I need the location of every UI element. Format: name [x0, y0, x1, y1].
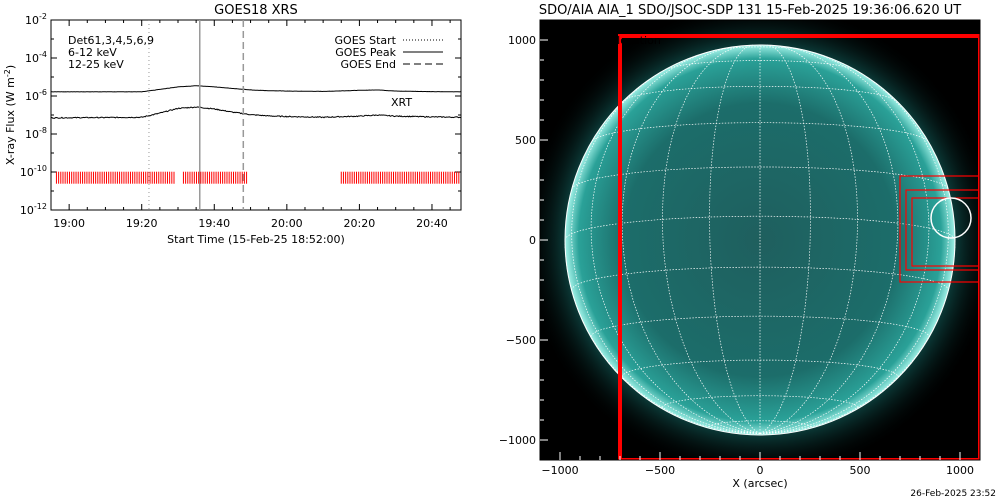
legend-6-12-kev: 6-12 keV	[68, 46, 117, 59]
goes-y-tick-label: 10-10	[20, 164, 47, 179]
aia-x-tick-label: −1000	[541, 464, 578, 477]
aia-title: SDO/AIA AIA_1 SDO/JSOC-SDP 131 15-Feb-20…	[539, 3, 961, 18]
goes-event-lines	[148, 20, 245, 210]
latitude-line	[623, 85, 897, 102]
aia-y-tick-label: 500	[515, 134, 536, 147]
goes-x-tick-label: 19:20	[126, 217, 158, 230]
xrt-observation-marks	[55, 171, 460, 184]
xrt-label: XRT	[391, 96, 412, 109]
aia-x-tick-label: 500	[850, 464, 871, 477]
aia-y-tick-label: −500	[506, 334, 536, 347]
solar-limb	[564, 44, 956, 436]
goes-series-line-0	[51, 85, 461, 93]
legend-dets: Det61,3,4,5,6,9	[68, 34, 154, 47]
legend-goes-start-label: GOES Start	[335, 34, 397, 47]
goes-y-tick-label: 10-8	[25, 126, 47, 141]
legend-goes-end-label: GOES End	[340, 58, 396, 71]
longitude-line	[759, 46, 899, 434]
longitude-line	[662, 45, 761, 434]
latitude-line	[662, 395, 858, 408]
goes-x-tick-label: 20:40	[416, 217, 448, 230]
latitude-line	[621, 359, 899, 377]
xrt-fov-label: XRT FOV	[552, 422, 599, 435]
goes-y-tick-label: 10-12	[20, 202, 47, 217]
goes-y-tick-label: 10-4	[25, 50, 47, 65]
longitude-line	[571, 62, 761, 434]
goes-y-tick-label: 10-6	[25, 88, 47, 103]
legend-goes-peak-label: GOES Peak	[335, 46, 396, 59]
aia-axis-ticks: −1000 −500 0 500 1000 1000 500 0 −500 −1000	[500, 34, 974, 477]
aia-image-area	[540, 20, 980, 460]
longitude-line	[590, 48, 761, 434]
flare-location-circle	[930, 197, 972, 239]
aia-x-tick-label: −500	[645, 464, 675, 477]
goes-y-axis-label: X-ray Flux (W m-2)	[3, 65, 18, 165]
heliographic-grid	[564, 44, 956, 436]
longitude-line	[759, 62, 949, 434]
aia-x-axis-label: X (arcsec)	[732, 477, 787, 490]
goes-y-tick-label: 10-2	[25, 12, 47, 27]
goes-xrs-plot: GOES18 XRS 10-12 10-10 10-8 10-6 10-4 10-2 19…	[3, 3, 462, 246]
goes-y-ticks: 10-12 10-10 10-8 10-6 10-4 10-2	[20, 12, 461, 217]
goes-x-axis-label: Start Time (15-Feb-25 18:52:00)	[167, 233, 345, 246]
goes-x-tick-label: 19:40	[198, 217, 230, 230]
longitude-line	[709, 44, 761, 434]
longitude-line	[759, 45, 858, 434]
goes-series-line-1	[50, 106, 462, 119]
latitude-line	[709, 420, 811, 428]
longitude-line	[759, 44, 811, 434]
goes-title: GOES18 XRS	[214, 3, 298, 18]
goes-series-group	[50, 85, 462, 119]
aia-y-tick-label: 0	[529, 234, 536, 247]
aia-y-tick-label: −1000	[500, 434, 536, 447]
goes-x-tick-label: 20:00	[271, 217, 303, 230]
longitude-line	[759, 48, 930, 434]
legend-12-25-kev: 12-25 keV	[68, 58, 124, 71]
latitude-line	[564, 215, 956, 241]
timestamp: 26-Feb-2025 23:52	[910, 489, 996, 499]
xrt-region-box	[905, 189, 980, 271]
legend-flare-location: O AIA flare location	[555, 34, 661, 47]
aia-y-tick-label: 1000	[508, 34, 536, 47]
longitude-line	[621, 46, 761, 434]
goes-x-tick-label: 19:00	[53, 217, 85, 230]
latitude-line	[571, 266, 949, 291]
goes-x-ticks: 19:00 19:20 19:40 20:00 20:20 20:40	[53, 20, 451, 230]
xrt-region-box	[899, 175, 980, 283]
latitude-line	[715, 46, 805, 51]
aia-x-tick-label: 1000	[946, 464, 974, 477]
xrt-fov-box	[618, 34, 980, 460]
aia-image-plot: SDO/AIA AIA_1 SDO/JSOC-SDP 131 15-Feb-20…	[500, 3, 996, 499]
goes-x-tick-label: 20:20	[344, 217, 376, 230]
aia-x-tick-label: 0	[757, 464, 764, 477]
latitude-line	[571, 166, 949, 190]
